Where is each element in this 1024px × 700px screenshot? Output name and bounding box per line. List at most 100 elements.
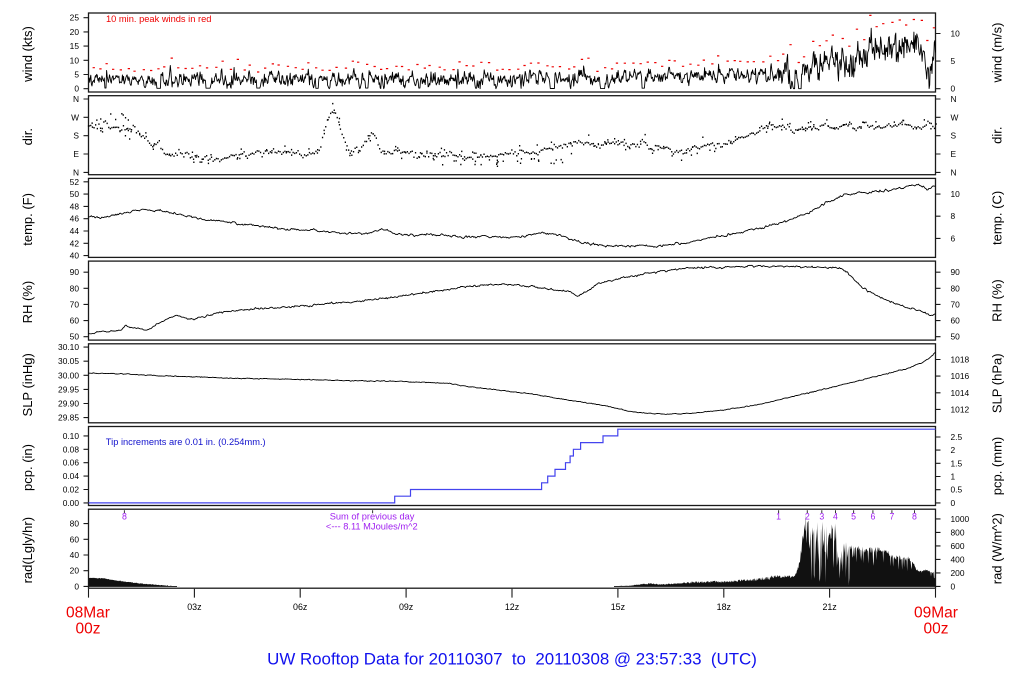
svg-text:Sum of previous day: Sum of previous day [330,511,415,521]
svg-text:50: 50 [70,332,80,342]
svg-text:UW Rooftop Data for 20110307: UW Rooftop Data for 20110307 to 20110308… [267,650,757,669]
svg-text:29.90: 29.90 [58,399,79,409]
svg-text:80: 80 [70,283,80,293]
svg-text:48: 48 [70,201,80,211]
svg-text:RH (%): RH (%) [20,281,35,324]
svg-text:800: 800 [951,527,965,537]
svg-text:SLP (inHg): SLP (inHg) [20,353,35,416]
svg-text:temp. (F): temp. (F) [20,193,35,246]
svg-text:09z: 09z [399,602,413,612]
svg-text:1016: 1016 [951,371,970,381]
svg-text:30.00: 30.00 [58,370,79,380]
svg-text:12z: 12z [505,602,519,612]
svg-text:0.04: 0.04 [63,471,80,481]
svg-text:3: 3 [819,512,824,522]
svg-text:6: 6 [870,512,875,522]
svg-text:Tip increments are 0.01 in. (0: Tip increments are 0.01 in. (0.254mm.) [106,437,266,447]
svg-text:S: S [951,131,957,141]
svg-text:RH (%): RH (%) [990,279,1005,322]
svg-text:21z: 21z [822,602,836,612]
svg-text:1.5: 1.5 [951,458,963,468]
svg-text:wind (kts): wind (kts) [20,26,35,83]
svg-text:30.10: 30.10 [58,342,79,352]
svg-text:0: 0 [74,581,79,591]
svg-text:08Mar: 08Mar [66,604,110,621]
svg-text:400: 400 [951,554,965,564]
svg-text:60: 60 [70,534,80,544]
svg-text:60: 60 [70,316,80,326]
svg-text:2.5: 2.5 [951,432,963,442]
svg-text:50: 50 [951,332,961,342]
svg-text:0.10: 0.10 [63,431,80,441]
svg-text:40: 40 [70,251,80,261]
svg-text:7: 7 [889,512,894,522]
svg-text:06z: 06z [293,602,307,612]
svg-text:W: W [71,112,79,122]
svg-text:8: 8 [122,512,127,522]
svg-text:03z: 03z [187,602,201,612]
svg-text:pcp. (mm): pcp. (mm) [990,437,1005,496]
svg-text:10 min. peak winds in red: 10 min. peak winds in red [106,14,211,24]
svg-text:70: 70 [70,299,80,309]
svg-text:W: W [951,112,959,122]
svg-text:50: 50 [70,189,80,199]
svg-text:1: 1 [951,472,956,482]
svg-text:20: 20 [70,27,80,37]
svg-text:52: 52 [70,177,80,187]
svg-text:N: N [951,94,957,104]
svg-text:temp. (C): temp. (C) [990,191,1005,245]
svg-text:90: 90 [70,267,80,277]
svg-text:0: 0 [951,84,956,94]
svg-text:40: 40 [70,550,80,560]
svg-text:5: 5 [74,70,79,80]
svg-text:SLP (hPa): SLP (hPa) [990,353,1005,413]
svg-text:30.05: 30.05 [58,356,79,366]
svg-text:09Mar: 09Mar [914,604,958,621]
svg-text:80: 80 [70,519,80,529]
svg-text:25: 25 [70,13,80,23]
svg-text:200: 200 [951,568,965,578]
svg-text:N: N [73,94,79,104]
svg-text:29.95: 29.95 [58,384,79,394]
svg-text:N: N [73,167,79,177]
svg-text:2: 2 [951,445,956,455]
svg-text:29.85: 29.85 [58,413,79,423]
svg-text:00z: 00z [76,620,101,637]
svg-text:dir.: dir. [20,128,35,145]
svg-text:10: 10 [70,55,80,65]
svg-text:0: 0 [951,581,956,591]
svg-text:N: N [951,167,957,177]
svg-text:wind (m/s): wind (m/s) [990,23,1005,84]
svg-text:rad(Lgly/hr): rad(Lgly/hr) [20,517,35,583]
svg-text:rad (W/m^2): rad (W/m^2) [990,513,1005,584]
svg-text:5: 5 [851,512,856,522]
svg-text:600: 600 [951,541,965,551]
svg-text:pcp. (in): pcp. (in) [20,444,35,491]
svg-text:60: 60 [951,316,961,326]
svg-text:8: 8 [912,512,917,522]
svg-text:4: 4 [833,512,838,522]
svg-text:0.5: 0.5 [951,485,963,495]
svg-text:0: 0 [74,84,79,94]
svg-text:15z: 15z [611,602,625,612]
svg-text:15: 15 [70,41,80,51]
svg-text:1018: 1018 [951,355,970,365]
svg-text:E: E [73,149,79,159]
svg-text:0.08: 0.08 [63,444,80,454]
svg-text:6: 6 [951,233,956,243]
svg-text:1: 1 [776,512,781,522]
svg-text:dir.: dir. [990,127,1005,144]
svg-text:42: 42 [70,238,80,248]
svg-text:0.06: 0.06 [63,458,80,468]
svg-text:5: 5 [951,56,956,66]
svg-text:S: S [73,131,79,141]
svg-text:2: 2 [805,512,810,522]
svg-text:1000: 1000 [951,514,970,524]
svg-text:90: 90 [951,267,961,277]
svg-text:<--- 8.11 MJoules/m^2: <--- 8.11 MJoules/m^2 [326,522,418,532]
svg-text:44: 44 [70,226,80,236]
svg-text:80: 80 [951,283,961,293]
svg-text:0.00: 0.00 [63,498,80,508]
svg-text:E: E [951,149,957,159]
svg-text:0.02: 0.02 [63,485,80,495]
